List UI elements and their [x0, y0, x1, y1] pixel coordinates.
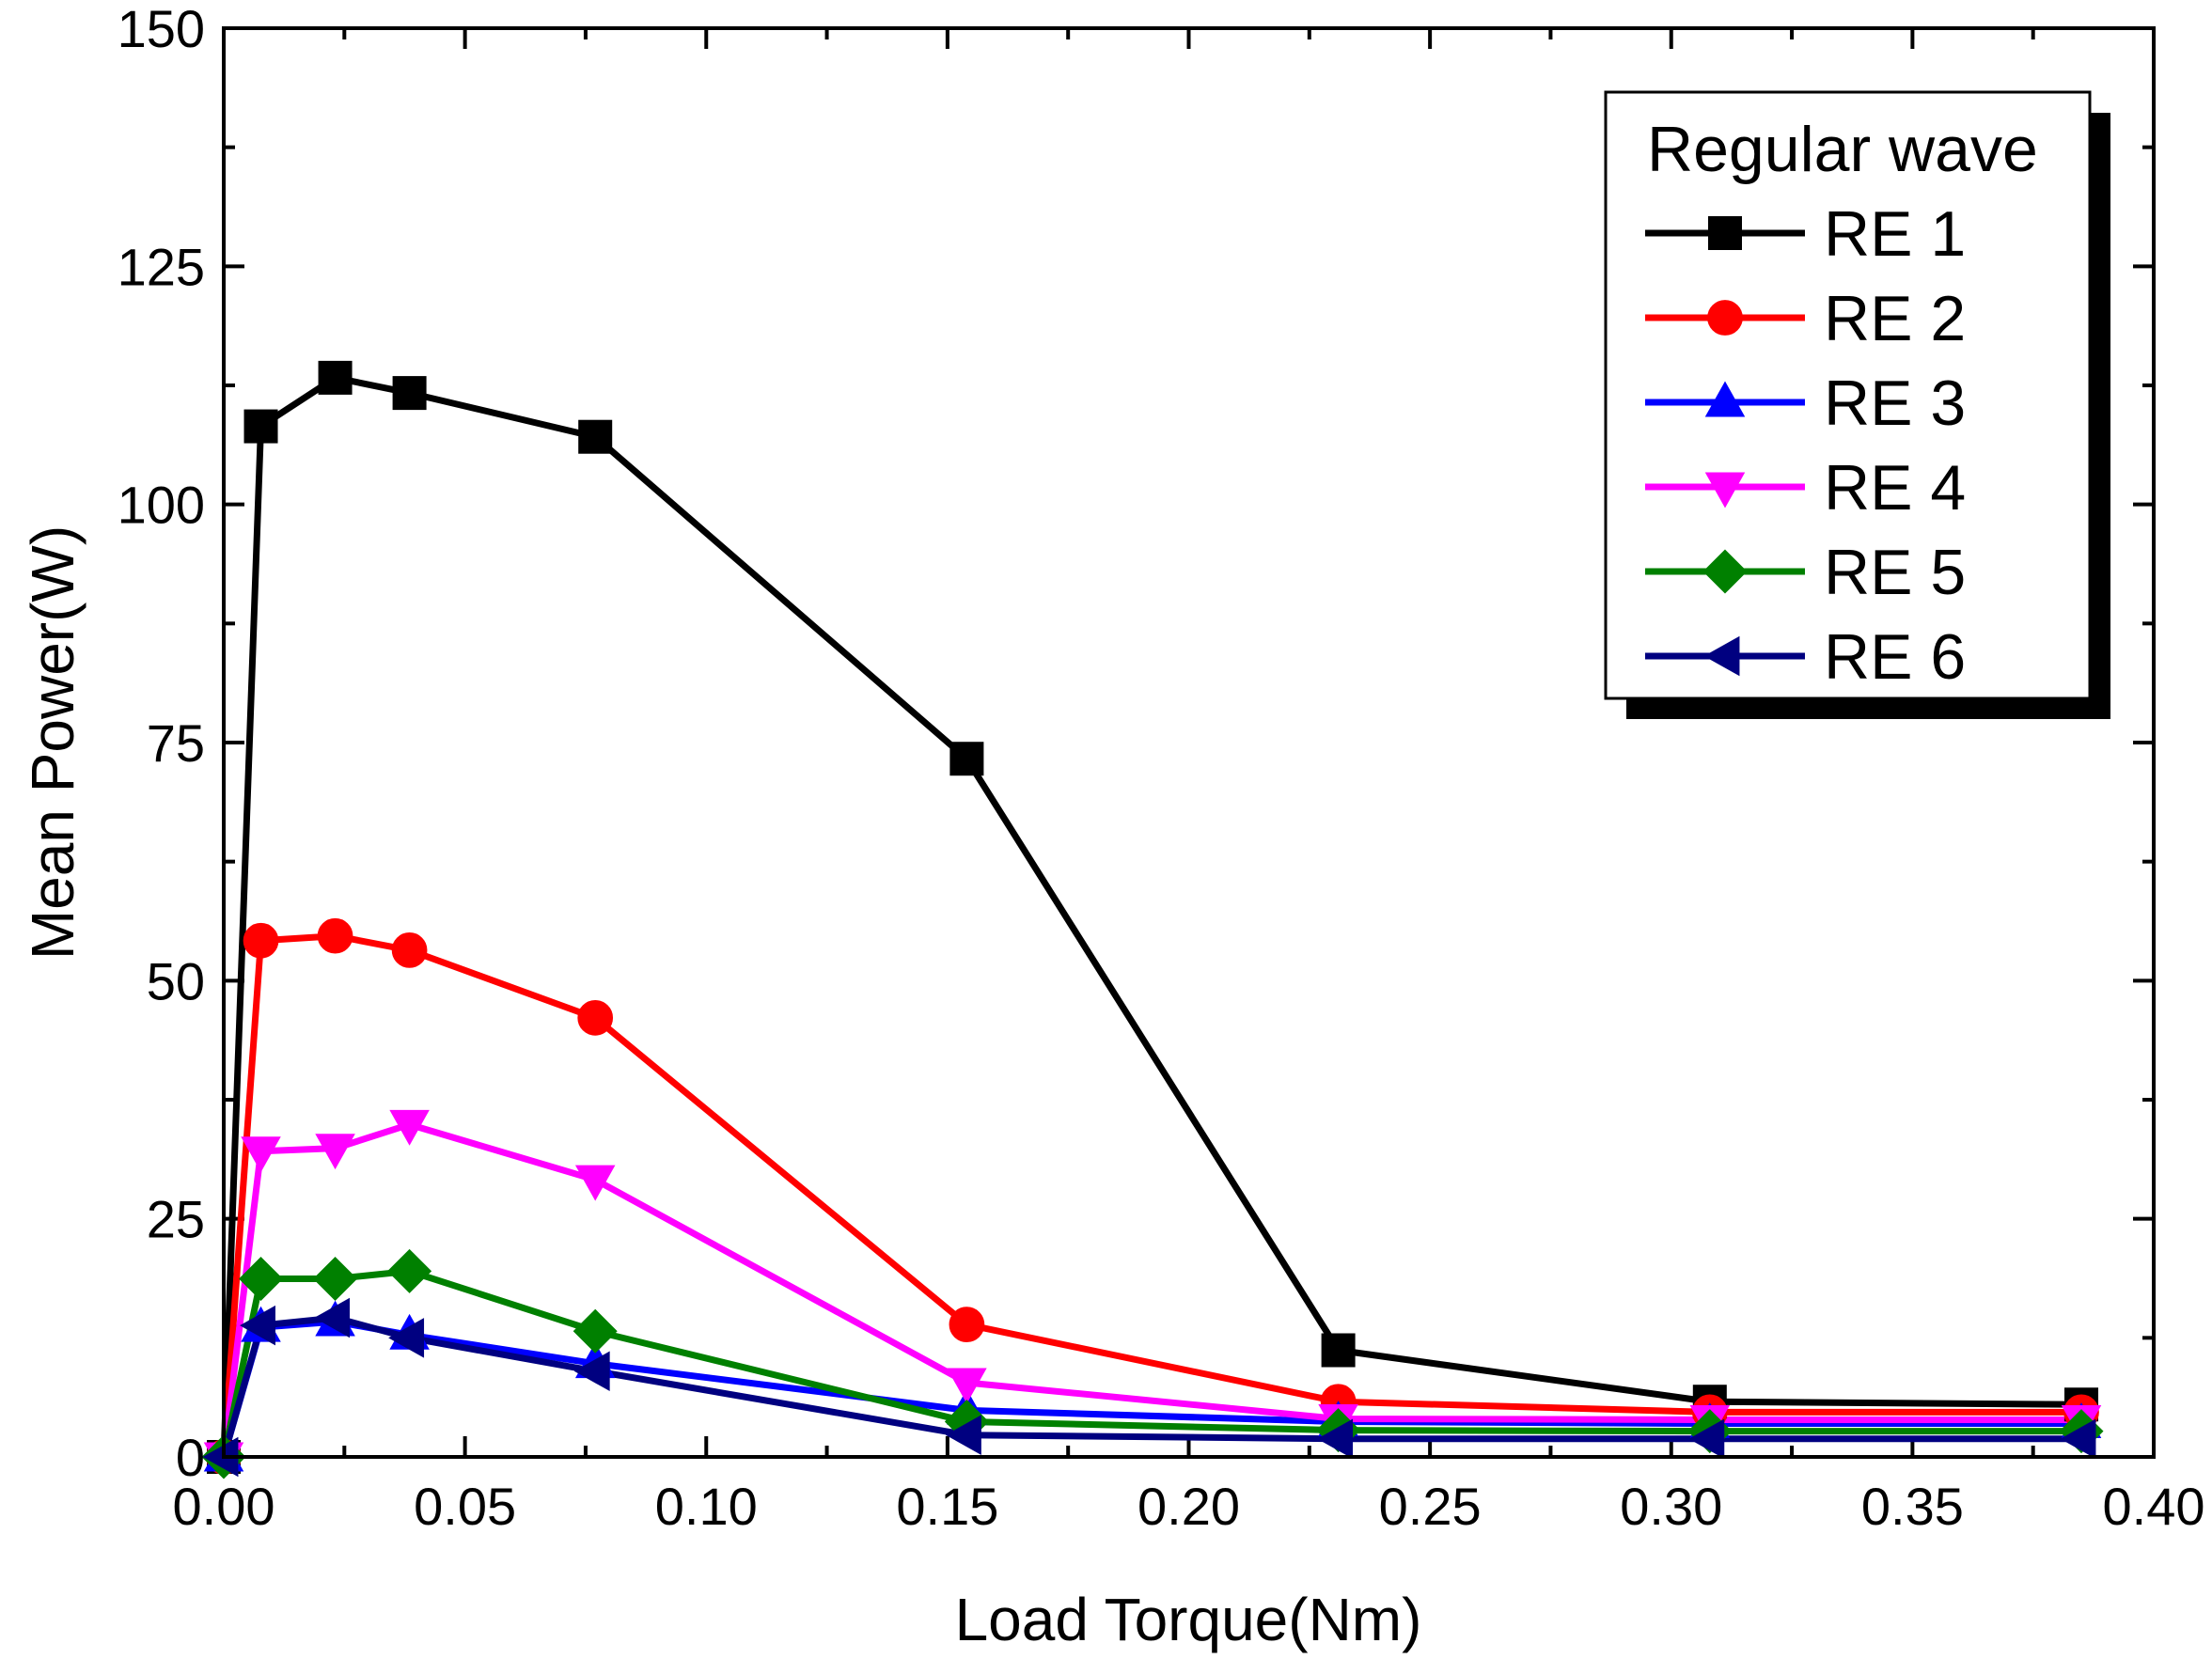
data-point-re-6 [388, 1318, 425, 1358]
x-tick-label: 0.25 [1379, 1477, 1482, 1536]
data-point-re-6 [1688, 1418, 1725, 1460]
legend-marker-re-2 [1707, 300, 1743, 336]
y-tick-label: 75 [147, 713, 205, 773]
x-tick-label: 0.20 [1137, 1477, 1240, 1536]
data-point-re-6 [240, 1305, 275, 1346]
data-point-re-5 [387, 1248, 432, 1293]
legend-label-re-6: RE 6 [1824, 621, 1966, 693]
legend-marker-re-5 [1702, 549, 1748, 594]
data-point-re-4 [574, 1165, 616, 1201]
data-point-re-1 [392, 376, 427, 411]
x-tick-label: 0.35 [1861, 1477, 1964, 1536]
y-tick-label: 0 [176, 1428, 205, 1487]
data-point-re-4 [241, 1136, 281, 1173]
x-tick-label: 0.30 [1620, 1477, 1722, 1536]
legend-marker-re-1 [1708, 216, 1742, 250]
data-point-re-6 [2060, 1418, 2096, 1460]
data-point-re-4 [315, 1134, 355, 1170]
legend-entries: RE 1 RE 2 RE 3 RE 4 RE 5 RE 6 [1645, 198, 1966, 693]
x-tick-label: 0.15 [896, 1477, 998, 1536]
data-point-re-5 [573, 1308, 618, 1354]
x-tick-label: 0.40 [2103, 1477, 2205, 1536]
series-line-re-6 [220, 1314, 2082, 1458]
data-point-re-5 [313, 1256, 358, 1302]
tick-labels: 0.00 0.05 0.10 0.15 0.20 0.25 0.30 0.35 0.40 0 25 5… [118, 0, 2205, 1536]
x-tick-label: 0.00 [173, 1477, 275, 1536]
legend-label-re-5: RE 5 [1824, 537, 1966, 608]
x-axis-title: Load Torque(Nm) [955, 1586, 1422, 1653]
data-point-re-1 [318, 360, 353, 395]
data-point-re-1 [1321, 1333, 1356, 1368]
y-tick-label: 100 [118, 476, 205, 535]
data-point-re-6 [1317, 1418, 1354, 1460]
data-point-re-6 [573, 1351, 610, 1392]
data-point-re-5 [239, 1256, 284, 1302]
legend-label-re-4: RE 4 [1824, 452, 1966, 524]
legend-marker-re-4 [1704, 472, 1746, 509]
legend: Regular wave RE 1 RE 2 RE 3 RE 4 RE 5 RE 6 [1604, 90, 2110, 719]
legend-title: Regular wave [1647, 114, 2038, 185]
data-point-re-2 [317, 917, 353, 954]
y-tick-label: 150 [118, 0, 205, 58]
data-point-re-4 [389, 1109, 430, 1146]
y-tick-label: 50 [147, 951, 205, 1010]
legend-label-re-2: RE 2 [1824, 283, 1966, 354]
series-line-re-2 [220, 932, 2082, 1458]
legend-label-re-1: RE 1 [1824, 198, 1966, 270]
legend-label-re-3: RE 3 [1824, 368, 1966, 439]
y-tick-label: 25 [147, 1190, 205, 1249]
legend-box [1604, 90, 2092, 700]
series-line-re-4 [220, 1120, 2082, 1458]
data-point-re-1 [578, 419, 613, 454]
data-point-re-2 [949, 1307, 985, 1342]
data-point-re-2 [577, 1000, 614, 1036]
data-point-re-1 [949, 742, 984, 776]
data-point-re-6 [945, 1415, 981, 1455]
series-markers [201, 360, 2104, 1479]
data-point-re-1 [243, 409, 278, 444]
x-tick-label: 0.10 [655, 1477, 758, 1536]
legend-marker-re-3 [1704, 381, 1746, 417]
x-tick-label: 0.05 [414, 1477, 516, 1536]
plot-area-frame [222, 26, 2156, 1459]
y-tick-label: 125 [118, 237, 205, 296]
data-point-re-2 [391, 932, 428, 968]
data-point-re-2 [243, 922, 279, 959]
data-point-re-4 [947, 1368, 987, 1404]
data-point-re-6 [314, 1297, 351, 1338]
legend-marker-re-6 [1703, 635, 1740, 677]
y-axis-title: Mean Power(W) [19, 525, 86, 960]
